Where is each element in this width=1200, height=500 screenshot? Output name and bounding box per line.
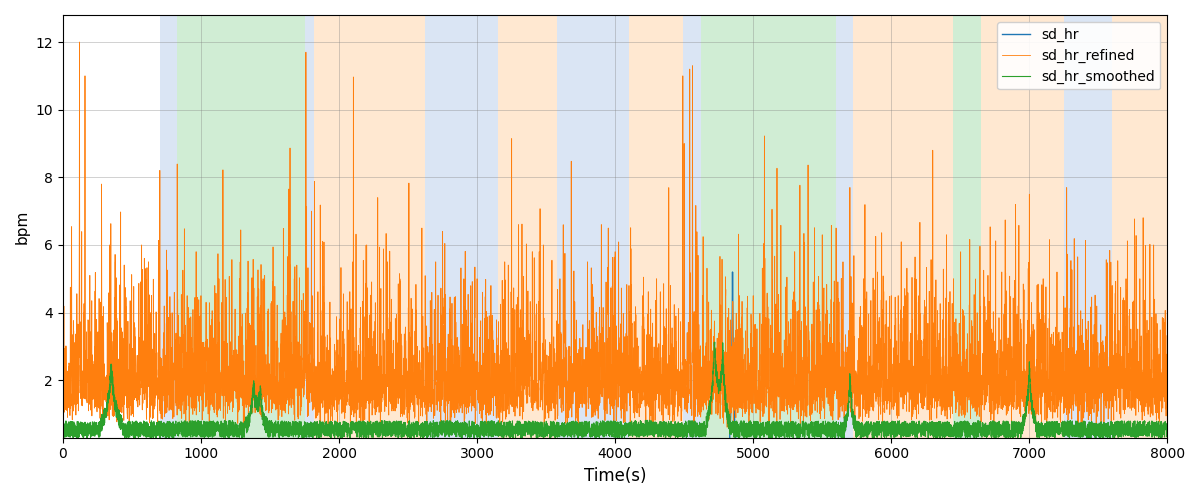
sd_hr_smoothed [709,369,724,375]
sd_hr_refined [875,306,889,312]
sd_hr_smoothed [708,339,722,345]
sd_hr_smoothed [757,426,772,432]
Bar [683,15,701,438]
Bar [836,15,853,438]
Bar [853,15,954,438]
sd_hr [875,445,889,451]
Bar [1064,15,1112,438]
sd_hr [725,269,739,275]
Bar [498,15,557,438]
sd_hr_smoothed [55,432,70,438]
sd_hr_refined [475,427,490,433]
Bar [314,15,425,438]
sd_hr_smoothed [934,424,948,430]
sd_hr [1160,445,1175,451]
sd_hr_smoothed [1160,432,1175,438]
sd_hr_smoothed [1084,436,1098,442]
sd_hr_refined [757,256,772,262]
Bar [629,15,683,438]
sd_hr_refined [72,39,86,45]
sd_hr_refined [456,380,470,386]
Bar [305,15,314,438]
Line: sd_hr_smoothed: sd_hr_smoothed [62,342,1168,438]
sd_hr [456,445,470,451]
sd_hr_smoothed [875,424,889,430]
Legend: sd_hr, sd_hr_refined, sd_hr_smoothed: sd_hr, sd_hr_refined, sd_hr_smoothed [997,22,1160,90]
Bar [178,15,305,438]
sd_hr_refined [112,416,126,422]
X-axis label: Time(s): Time(s) [584,467,647,485]
sd_hr_refined [1160,404,1175,410]
sd_hr_smoothed [456,420,470,426]
Bar [1112,15,1168,438]
sd_hr_smoothed [112,418,126,424]
Bar [701,15,836,438]
Bar [160,15,178,438]
Line: sd_hr_refined: sd_hr_refined [62,42,1168,430]
sd_hr_refined [709,398,724,404]
Y-axis label: bpm: bpm [16,209,30,244]
sd_hr_refined [55,330,70,336]
sd_hr [112,445,126,451]
sd_hr [934,445,948,451]
sd_hr [757,445,772,451]
Line: sd_hr: sd_hr [62,272,1168,448]
Bar [425,15,498,438]
Bar [982,15,1064,438]
Bar [557,15,629,438]
sd_hr [55,445,70,451]
sd_hr [709,445,724,451]
sd_hr_refined [934,354,948,360]
Bar [954,15,982,438]
